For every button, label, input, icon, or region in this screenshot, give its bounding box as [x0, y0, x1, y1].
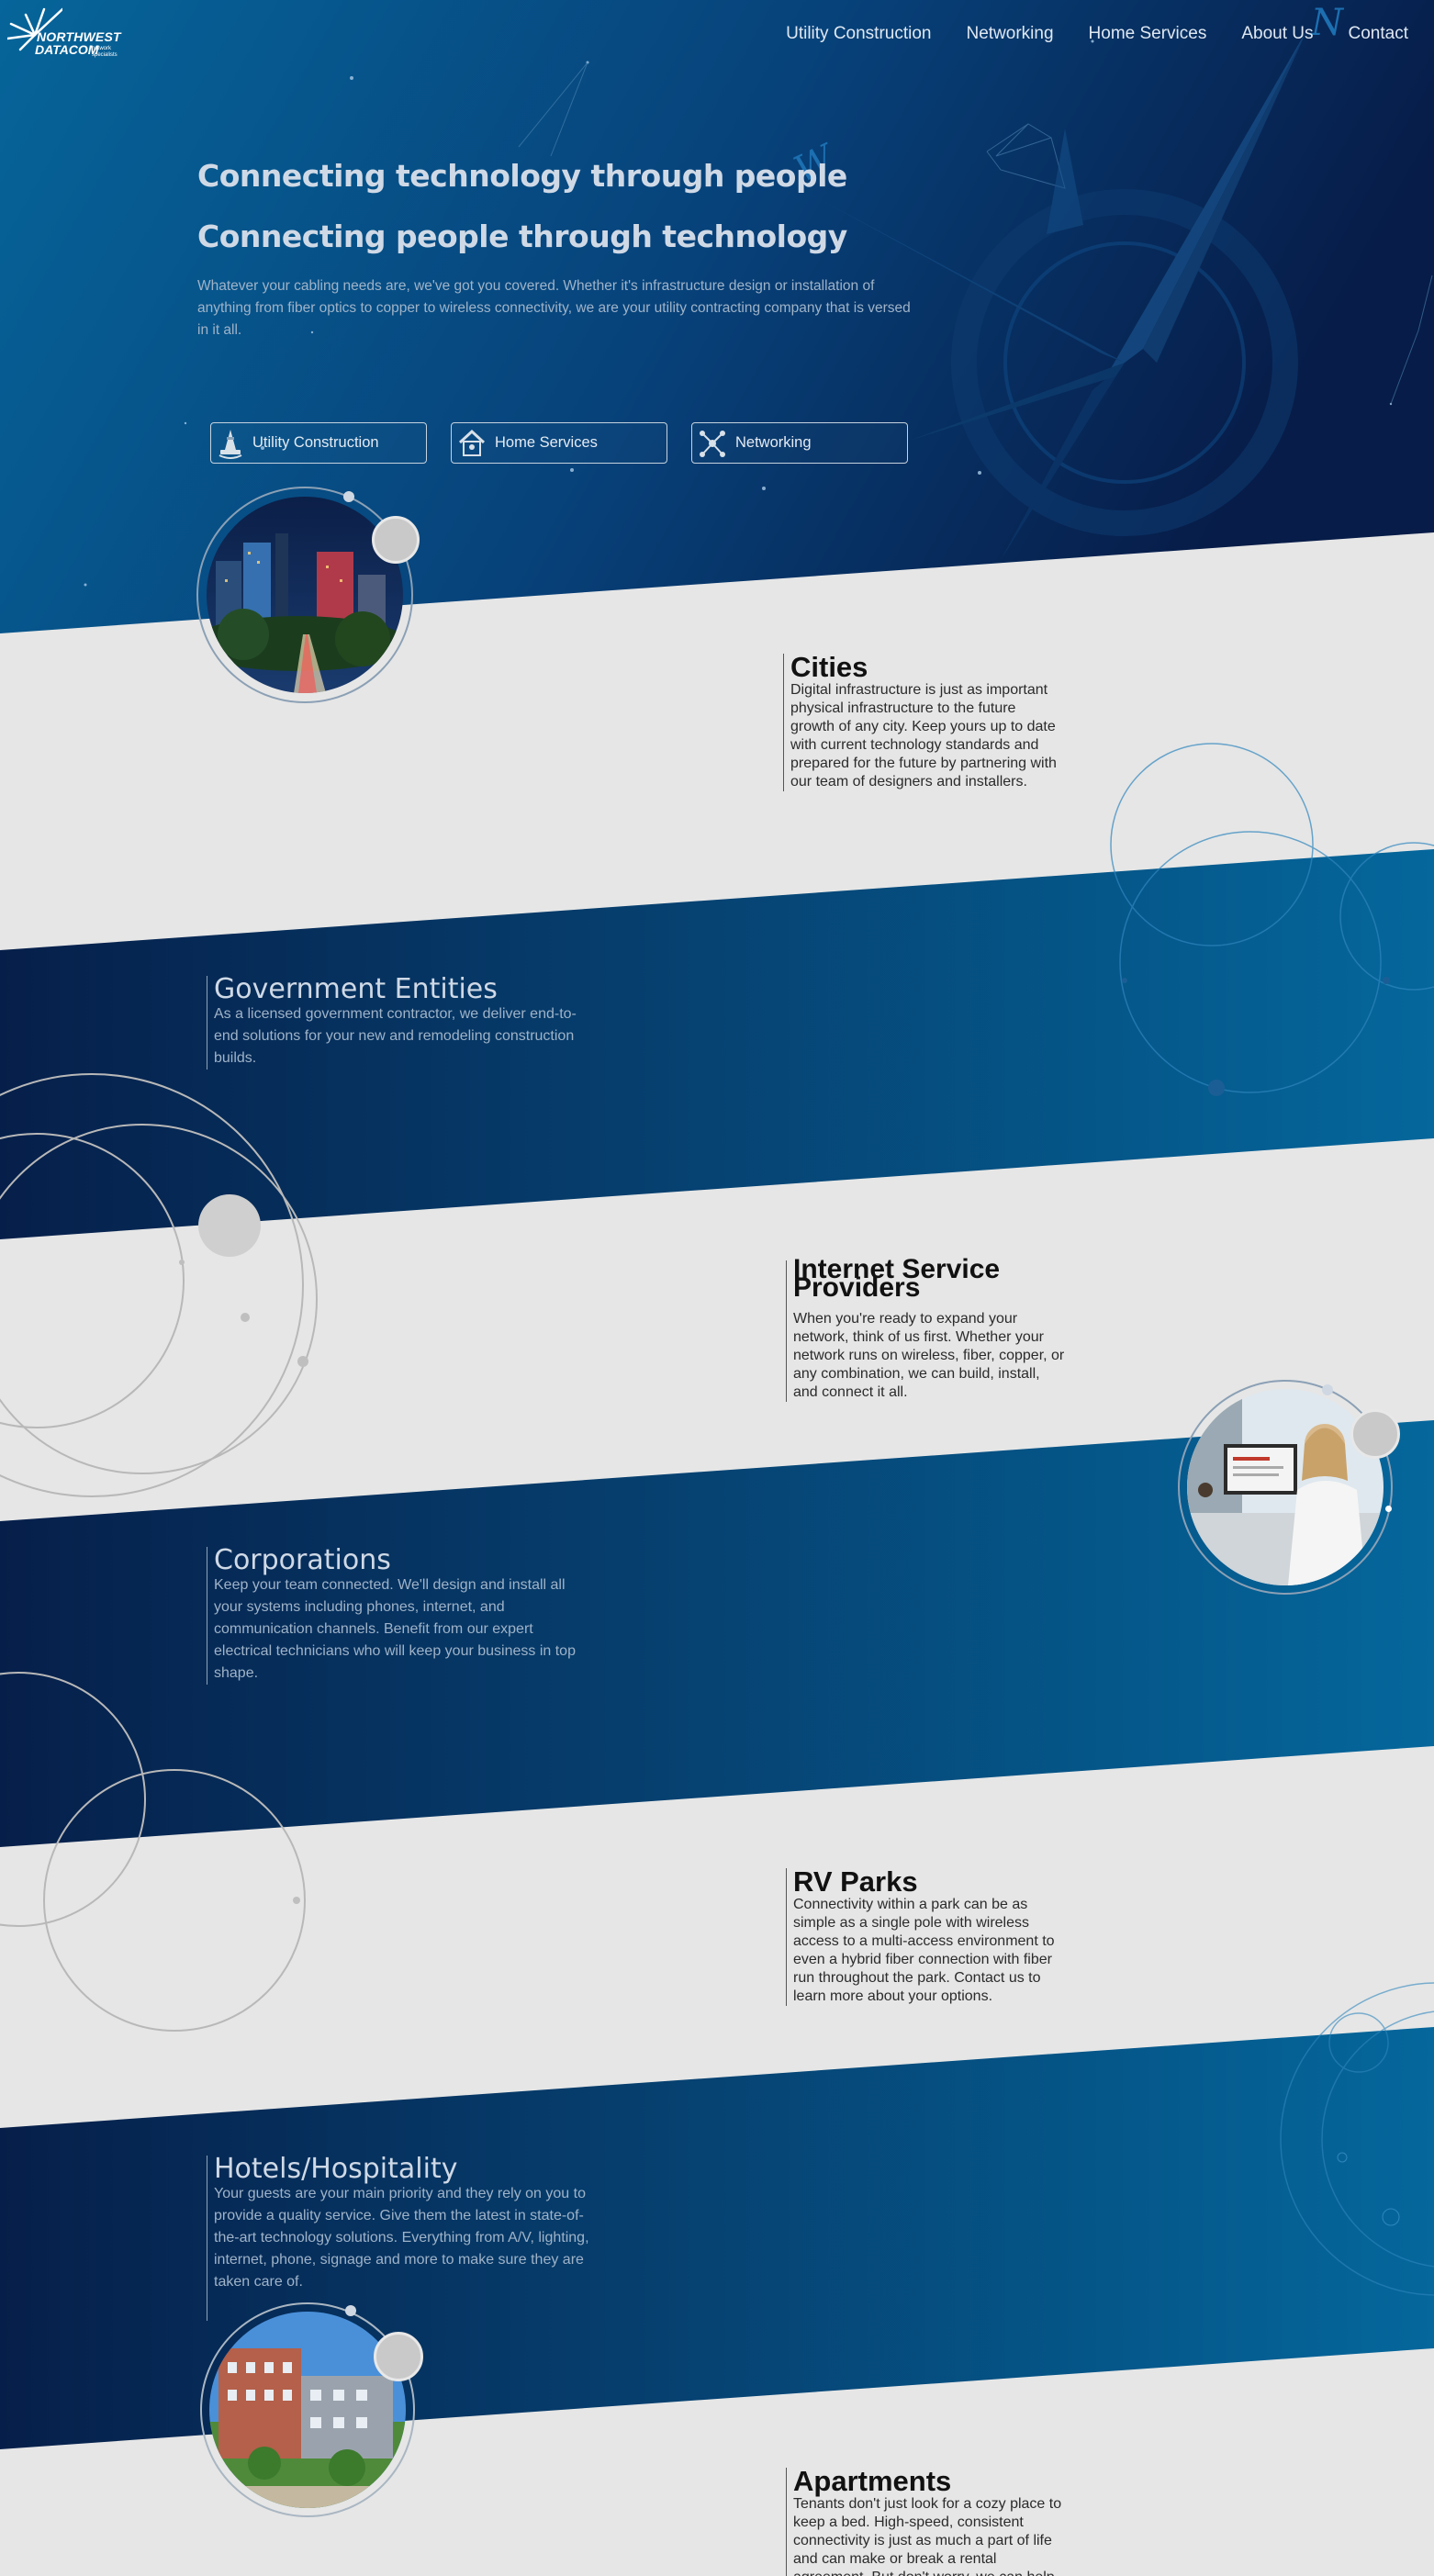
utility-construction-label: Utility Construction — [252, 434, 379, 451]
section-title: Hotels/Hospitality — [214, 2156, 458, 2185]
house-icon — [458, 429, 486, 456]
office-worker-photo — [1187, 1389, 1384, 1585]
section-corporations: Corporations Keep your team connected. W… — [207, 1547, 592, 1685]
orbit-dot — [1385, 1506, 1392, 1512]
section-isp: Internet Service Providers When you're r… — [786, 1254, 1066, 1402]
city-night-photo — [207, 497, 403, 693]
section-text: Your guests are your main priority and t… — [214, 2186, 589, 2290]
orbit-dot — [1322, 1384, 1333, 1395]
section-title: Apartments — [793, 2468, 952, 2497]
compass-n-letter: N — [1310, 2, 1345, 44]
orbit-dot — [343, 491, 354, 502]
section-title: RV Parks — [793, 1865, 918, 1898]
section-text: Tenants don't just look for a cozy place… — [793, 2496, 1062, 2576]
section-title: Cities — [790, 651, 868, 683]
brand-name-line1: NORTHWEST — [37, 29, 121, 44]
section-rv-parks: RV Parks Connectivity within a park can … — [786, 1865, 1066, 2006]
section-hotels: Hotels/Hospitality Your guests are your … — [207, 2156, 592, 2321]
brand-name-line2: DATACOM — [35, 42, 99, 57]
section-text: Digital infrastructure is just as import… — [790, 682, 1057, 790]
hotel-photo-ring — [200, 2302, 415, 2517]
section-title: Internet Service Providers — [793, 1254, 1001, 1303]
office-photo-ring — [1178, 1380, 1393, 1595]
nav-utility-construction[interactable]: Utility Construction — [786, 24, 932, 43]
section-text: Keep your team connected. We'll design a… — [214, 1577, 576, 1681]
orbit-dot — [345, 2305, 356, 2316]
brand-tagline: network specialists — [92, 46, 118, 58]
lightbulb-icon — [372, 516, 420, 564]
starburst-logo-icon — [7, 7, 62, 51]
networking-button[interactable]: Networking — [691, 422, 908, 464]
hotel-building-photo — [209, 2312, 406, 2508]
city-photo-ring — [196, 487, 413, 703]
lightbulb-icon — [1350, 1409, 1400, 1459]
hero-headline-1: Connecting technology through people — [197, 158, 847, 194]
home-services-button[interactable]: Home Services — [451, 422, 667, 464]
nav-contact[interactable]: Contact — [1348, 24, 1408, 43]
section-title: Government Entities — [214, 973, 498, 1005]
nav-about-us[interactable]: About Us — [1241, 24, 1314, 43]
section-text: When you're ready to expand your network… — [793, 1311, 1065, 1400]
brand-logo[interactable]: NORTHWEST DATACOM network specialists — [7, 7, 127, 62]
network-nodes-icon — [700, 430, 725, 457]
hero-headline-2: Connecting people through technology — [197, 218, 847, 254]
compass-graphic — [808, 28, 1308, 560]
networking-label: Networking — [735, 434, 812, 451]
main-nav: Utility Construction Networking Home Ser… — [786, 24, 1408, 44]
section-apartments: Apartments Tenants don't just look for a… — [786, 2468, 1066, 2576]
utility-construction-button[interactable]: Utility Construction — [210, 422, 427, 464]
home-services-label: Home Services — [495, 434, 598, 451]
section-text: Connectivity within a park can be as sim… — [793, 1897, 1055, 2004]
section-title: Corporations — [214, 1544, 391, 1576]
traffic-cone-icon — [218, 429, 242, 459]
nav-networking[interactable]: Networking — [966, 24, 1054, 43]
hero-paragraph: Whatever your cabling needs are, we've g… — [197, 278, 911, 338]
section-cities: Cities Digital infrastructure is just as… — [783, 651, 1063, 791]
section-text: As a licensed government contractor, we … — [214, 1006, 577, 1066]
section-government: Government Entities As a licensed govern… — [207, 976, 592, 1070]
nav-home-services[interactable]: Home Services — [1088, 24, 1207, 43]
lightbulb-icon — [374, 2332, 423, 2381]
